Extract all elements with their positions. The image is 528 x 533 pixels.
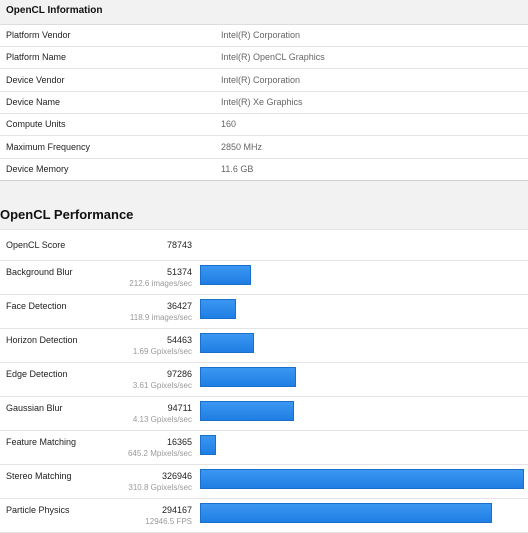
performance-header: OpenCL Performance: [0, 180, 528, 229]
benchmark-score: 97286: [166, 369, 192, 379]
benchmark-bar: [200, 469, 524, 489]
benchmark-row: Horizon Detection 54463 1.69 Gpixels/sec: [0, 328, 528, 363]
benchmark-rate: 3.61 Gpixels/sec: [132, 381, 192, 390]
benchmark-score: 54463: [166, 335, 192, 345]
benchmark-row: Edge Detection 97286 3.61 Gpixels/sec: [0, 362, 528, 397]
info-value: Intel(R) Corporation: [221, 74, 301, 85]
benchmark-rate: 12946.5 FPS: [145, 517, 192, 526]
benchmark-label: Stereo Matching: [6, 471, 72, 481]
benchmark-score: 94711: [167, 403, 192, 413]
info-value: 2850 MHz: [221, 141, 263, 152]
benchmark-score: 51374: [166, 267, 192, 277]
info-label: Device Vendor: [6, 74, 65, 85]
info-row: Device Name Intel(R) Xe Graphics: [0, 91, 528, 114]
info-row: Platform Vendor Intel(R) Corporation: [0, 24, 528, 47]
benchmark-rate: 118.9 images/sec: [129, 313, 192, 322]
info-row: Compute Units 160: [0, 113, 528, 137]
benchmark-label: Face Detection: [6, 301, 67, 311]
benchmark-score: 36427: [166, 301, 192, 311]
info-value: Intel(R) OpenCL Graphics: [221, 52, 325, 63]
info-row: Maximum Frequency 2850 MHz: [0, 136, 528, 159]
benchmark-score: 294167: [161, 505, 192, 515]
benchmark-row: Feature Matching 16365 645.2 Mpixels/sec: [0, 430, 528, 465]
info-row: Device Vendor Intel(R) Corporation: [0, 69, 528, 92]
score-label: OpenCL Score: [6, 240, 66, 250]
benchmark-bar: [200, 333, 254, 353]
benchmark-rate: 1.69 Gpixels/sec: [132, 347, 192, 356]
info-label: Compute Units: [6, 119, 66, 130]
score-value: 78743: [166, 240, 192, 250]
benchmark-bar: [200, 299, 236, 319]
opencl-score-row: OpenCL Score 78743: [0, 229, 528, 261]
benchmark-label: Particle Physics: [6, 505, 70, 515]
info-row: Device Memory 11.6 GB: [0, 158, 528, 181]
benchmark-bar: [200, 503, 492, 523]
info-value: Intel(R) Corporation: [221, 30, 301, 40]
info-label: Platform Vendor: [6, 30, 71, 40]
benchmark-score: 326946: [161, 471, 192, 481]
info-label: Platform Name: [6, 52, 67, 63]
section-title: OpenCL Information: [6, 5, 103, 16]
info-row: Platform Name Intel(R) OpenCL Graphics: [0, 46, 528, 70]
benchmark-label: Gaussian Blur: [6, 403, 63, 413]
benchmark-bar: [200, 401, 294, 421]
benchmark-row: Stereo Matching 326946 310.8 Gpixels/sec: [0, 464, 528, 499]
benchmark-rate: 212.6 images/sec: [129, 279, 192, 288]
info-value: 11.6 GB: [221, 163, 254, 174]
section-title: OpenCL Performance: [0, 207, 134, 222]
benchmark-row: Face Detection 36427 118.9 images/sec: [0, 294, 528, 329]
info-label: Device Name: [6, 96, 61, 107]
benchmark-row: Particle Physics 294167 12946.5 FPS: [0, 498, 528, 533]
benchmark-score: 16365: [166, 437, 192, 447]
opencl-information-header: OpenCL Information: [0, 0, 528, 25]
info-value: Intel(R) Xe Graphics: [221, 96, 303, 107]
benchmark-rate: 310.8 Gpixels/sec: [128, 483, 192, 492]
benchmark-rate: 645.2 Mpixels/sec: [127, 449, 192, 458]
benchmark-bar: [200, 367, 296, 387]
benchmark-rate: 4.13 Gpixels/sec: [132, 415, 192, 424]
benchmark-label: Edge Detection: [6, 369, 68, 379]
info-value: 160: [221, 119, 237, 130]
benchmark-label: Feature Matching: [6, 437, 77, 447]
info-label: Maximum Frequency: [6, 141, 91, 152]
benchmark-row: Gaussian Blur 94711 4.13 Gpixels/sec: [0, 396, 528, 431]
benchmark-label: Background Blur: [6, 267, 73, 277]
benchmark-bar: [200, 435, 216, 455]
benchmark-bar: [200, 265, 251, 285]
benchmark-label: Horizon Detection: [6, 335, 78, 345]
info-label: Device Memory: [6, 163, 69, 174]
benchmark-row: Background Blur 51374 212.6 images/sec: [0, 260, 528, 295]
